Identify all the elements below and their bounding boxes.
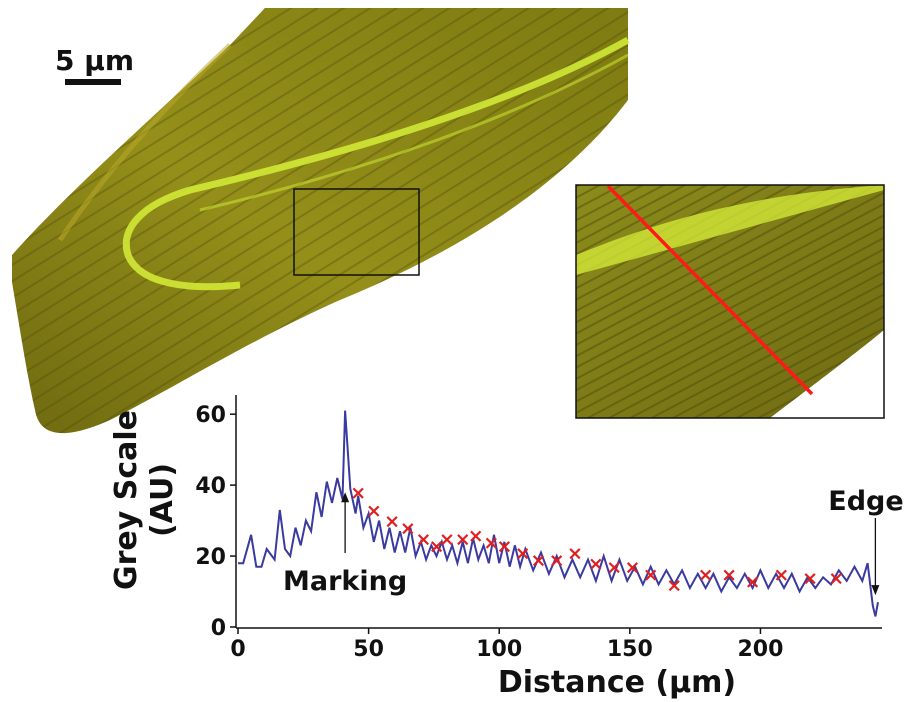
grey-scale-series-line (238, 410, 879, 617)
zoom-inset-frame (575, 184, 885, 419)
x-tick-label: 150 (607, 637, 653, 662)
increment-marker: × (530, 550, 546, 572)
increment-marker: × (468, 525, 484, 547)
y-tick-label: 20 (195, 545, 226, 570)
increment-marker: × (496, 535, 512, 557)
increment-marker: × (429, 535, 445, 557)
region-of-interest-box (293, 188, 420, 276)
scale-bar: 5 µm (55, 44, 134, 85)
y-tick-label: 0 (211, 616, 226, 641)
increment-marker: × (515, 543, 531, 565)
increment-marker: × (384, 511, 400, 533)
increment-marker: × (606, 557, 622, 579)
increment-marker: × (588, 553, 604, 575)
zoom-inset (575, 184, 885, 419)
increment-marker: × (567, 543, 583, 565)
scale-bar-line (65, 79, 121, 85)
x-tick-label: 200 (737, 637, 783, 662)
scale-bar-label: 5 µm (55, 44, 134, 77)
profile-line (606, 184, 814, 396)
increment-marker: × (549, 550, 565, 572)
increment-marker: × (483, 532, 499, 554)
x-axis-label: Distance (µm) (498, 665, 736, 700)
increment-marker: × (350, 482, 366, 504)
x-tick-label: 0 (230, 637, 245, 662)
y-axis-label-line1: Grey Scale (109, 410, 144, 590)
increment-marker: × (455, 528, 471, 550)
marking-label: Marking (283, 566, 407, 597)
increment-marker: × (802, 567, 818, 589)
y-axis-label-line2: (AU) (145, 463, 180, 537)
increment-marker: × (416, 528, 432, 550)
increment-marker: × (400, 518, 416, 540)
otolith-micrograph (12, 8, 630, 434)
edge-label: Edge (828, 486, 903, 517)
increment-marker: × (773, 564, 789, 586)
x-tick-label: 50 (353, 637, 384, 662)
increment-marker: × (828, 567, 844, 589)
increment-marker: × (666, 574, 682, 596)
increment-marker: × (366, 500, 382, 522)
increment-marker: × (745, 571, 761, 593)
increment-marker: × (721, 564, 737, 586)
increment-marker: × (439, 528, 455, 550)
increment-marker: × (643, 564, 659, 586)
increment-marker: × (698, 564, 714, 586)
y-tick-label: 40 (195, 474, 226, 499)
marking-arrowhead (341, 492, 350, 503)
edge-arrowhead (871, 585, 880, 596)
y-tick-label: 60 (195, 403, 226, 428)
increment-marker: × (624, 557, 640, 579)
x-tick-label: 100 (476, 637, 522, 662)
